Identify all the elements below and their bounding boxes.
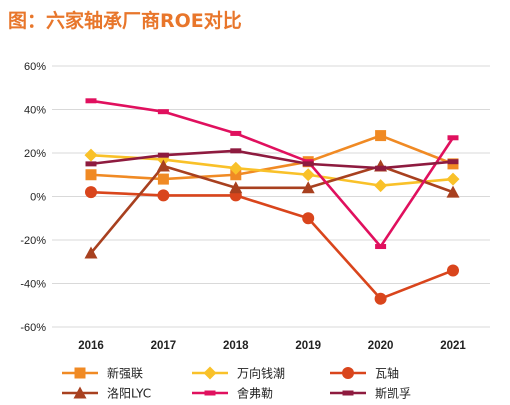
x-tick-label: 2017 bbox=[151, 340, 177, 352]
x-tick-label: 2020 bbox=[368, 340, 394, 352]
series-3 bbox=[85, 186, 459, 305]
y-tick-label: 60% bbox=[24, 61, 46, 73]
legend-label: 洛阳LYC bbox=[107, 386, 151, 401]
series-2 bbox=[84, 148, 460, 193]
data-point bbox=[447, 159, 459, 165]
data-point bbox=[157, 173, 169, 185]
data-point bbox=[447, 264, 459, 277]
data-point bbox=[74, 367, 86, 379]
data-point bbox=[73, 386, 87, 399]
data-point bbox=[229, 161, 243, 175]
data-point bbox=[230, 130, 242, 136]
data-point bbox=[84, 246, 98, 259]
data-point bbox=[85, 161, 97, 167]
data-point bbox=[302, 212, 315, 225]
legend-item: 斯凯孚 bbox=[330, 387, 411, 401]
data-point bbox=[374, 179, 388, 193]
legend-label: 新强联 bbox=[107, 366, 143, 381]
y-tick-label: 20% bbox=[24, 148, 46, 160]
y-tick-label: 0% bbox=[30, 192, 46, 204]
legend-label: 万向钱潮 bbox=[237, 366, 285, 381]
data-point bbox=[157, 152, 169, 158]
series-line bbox=[90, 153, 454, 187]
data-point bbox=[302, 161, 314, 167]
y-tick-label: -60% bbox=[20, 322, 46, 334]
y-tick-label: -40% bbox=[20, 279, 46, 291]
data-point bbox=[229, 181, 243, 194]
x-tick-label: 2019 bbox=[295, 340, 321, 352]
data-point bbox=[230, 148, 242, 154]
legend-item: 新强联 bbox=[62, 366, 143, 381]
data-point bbox=[85, 169, 97, 181]
x-tick-label: 2016 bbox=[78, 340, 104, 352]
chart-title: 图：六家轴承厂商ROE对比 bbox=[8, 10, 242, 32]
data-point bbox=[375, 244, 387, 250]
series-line bbox=[90, 164, 454, 254]
data-point bbox=[157, 109, 169, 115]
data-point bbox=[342, 367, 354, 379]
y-tick-label: -20% bbox=[20, 235, 46, 247]
data-point bbox=[446, 172, 460, 186]
series-line bbox=[90, 149, 454, 170]
data-point bbox=[447, 135, 459, 141]
series-group bbox=[84, 98, 460, 305]
data-point bbox=[446, 185, 460, 198]
x-tick-label: 2021 bbox=[440, 340, 466, 352]
data-point bbox=[230, 169, 242, 181]
x-tick-label: 2018 bbox=[223, 340, 249, 352]
legend-item: 洛阳LYC bbox=[62, 386, 151, 401]
x-axis-ticks: 2016 2017 2018 2019 2020 2021 bbox=[78, 340, 466, 352]
data-point bbox=[203, 366, 217, 380]
data-point bbox=[342, 390, 354, 396]
data-point bbox=[374, 292, 387, 305]
data-point bbox=[84, 148, 98, 162]
data-point bbox=[204, 390, 216, 396]
legend-label: 斯凯孚 bbox=[375, 387, 411, 401]
legend-label: 舍弗勒 bbox=[237, 386, 273, 401]
data-point bbox=[301, 181, 315, 194]
series-line bbox=[90, 134, 454, 181]
legend-item: 舍弗勒 bbox=[192, 386, 273, 401]
data-point bbox=[375, 165, 387, 171]
series-line bbox=[90, 99, 455, 248]
y-axis-ticks: 60% 40% 20% 0% -20% -40% -60% bbox=[20, 61, 46, 334]
series-4 bbox=[84, 159, 460, 259]
legend-item: 瓦轴 bbox=[330, 366, 399, 381]
data-point bbox=[85, 98, 97, 104]
series-6 bbox=[85, 148, 459, 171]
y-tick-label: 40% bbox=[24, 105, 46, 117]
series-line bbox=[90, 190, 454, 301]
legend-item: 万向钱潮 bbox=[192, 366, 285, 381]
data-point bbox=[301, 168, 315, 182]
data-point bbox=[156, 159, 170, 172]
data-point bbox=[375, 130, 387, 142]
legend-label: 瓦轴 bbox=[375, 366, 399, 381]
data-point bbox=[157, 189, 170, 202]
grid-lines bbox=[52, 65, 490, 328]
data-point bbox=[85, 186, 97, 199]
